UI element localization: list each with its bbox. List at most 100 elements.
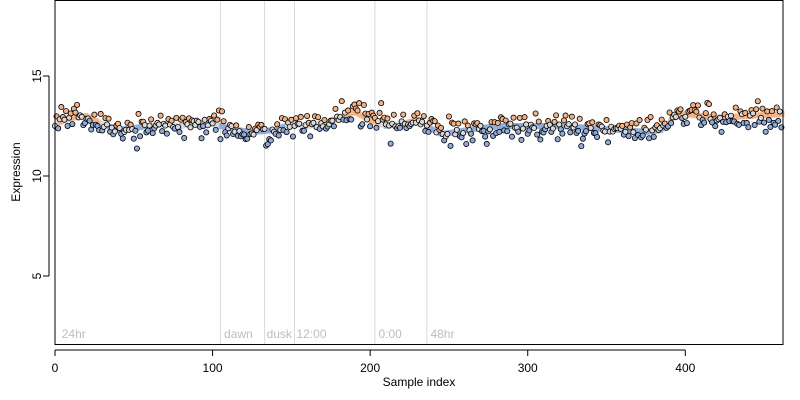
data-point [174, 124, 181, 131]
trend-mark [772, 111, 776, 118]
trend-mark [137, 124, 141, 131]
data-point [321, 116, 328, 123]
trend-mark [97, 119, 101, 126]
trend-mark [554, 123, 558, 129]
trend-mark [182, 122, 186, 129]
data-point [455, 120, 462, 127]
trend-mark [133, 124, 137, 131]
trend-mark [241, 127, 245, 134]
trend-mark [680, 112, 684, 118]
trend-mark [761, 112, 765, 119]
phase-lines [219, 0, 428, 344]
trend-mark [701, 113, 705, 120]
data-point [768, 108, 775, 115]
trend-mark [121, 126, 125, 133]
data-point [104, 121, 111, 128]
trend-mark [351, 109, 355, 116]
data-point [639, 132, 646, 139]
trend-mark [605, 126, 609, 132]
data-point [594, 133, 601, 140]
data-point [718, 128, 725, 135]
data-point [157, 112, 164, 119]
trend-mark [560, 123, 564, 130]
data-point [67, 110, 74, 117]
y-tick-label: 10 [30, 169, 44, 183]
trend-mark [757, 112, 761, 119]
trend-mark [223, 124, 227, 131]
data-point [310, 119, 317, 126]
data-point [772, 121, 779, 128]
trend-mark [734, 113, 738, 120]
trend-mark [430, 125, 434, 132]
y-axis-label: Expression [9, 142, 23, 201]
data-point [217, 136, 224, 143]
data-point [187, 124, 194, 131]
trend-mark [576, 124, 580, 131]
data-point [658, 116, 665, 123]
data-point [753, 106, 760, 113]
data-point [630, 129, 637, 136]
trend-mark [639, 128, 643, 135]
trend-mark [586, 124, 590, 131]
data-point [650, 133, 657, 140]
phase-label: 0:00 [378, 327, 402, 341]
trend-mark [627, 127, 631, 134]
data-point [483, 140, 490, 147]
trend-mark [346, 111, 350, 118]
data-point [693, 108, 700, 115]
data-point [486, 126, 493, 133]
data-point [387, 140, 394, 147]
data-point [742, 109, 749, 116]
data-point [376, 109, 383, 116]
data-points [52, 98, 785, 152]
data-point [565, 121, 572, 128]
data-point [702, 110, 709, 117]
trend-mark [373, 118, 377, 125]
trend-mark [762, 112, 766, 119]
trend-mark [437, 130, 441, 137]
data-point [776, 108, 783, 115]
trend-mark [217, 122, 221, 129]
data-point [587, 124, 594, 131]
trend-mark [562, 123, 566, 130]
data-point [116, 125, 123, 132]
phase-label: 24hr [62, 327, 86, 341]
data-point [508, 133, 515, 140]
trend-mark [582, 124, 586, 131]
data-point [359, 121, 366, 128]
data-point [244, 135, 251, 142]
data-point [198, 135, 205, 142]
trend-mark [737, 113, 741, 120]
trend-mark [535, 123, 539, 129]
trend-mark [518, 123, 522, 129]
trend-mark [767, 111, 771, 118]
trend-mark [275, 126, 279, 133]
trend-mark [705, 113, 709, 120]
data-point [554, 136, 561, 143]
trend-mark [483, 124, 487, 131]
trend-mark [593, 125, 597, 132]
trend-mark [94, 117, 98, 124]
data-point [289, 133, 296, 140]
data-point [750, 110, 757, 117]
data-point [245, 124, 252, 131]
trend-mark [493, 123, 497, 130]
data-point [233, 122, 240, 129]
data-point [130, 135, 137, 142]
phase-labels: 24hr dawn dusk 12:00 0:00 48hr [62, 327, 455, 341]
trend-mark [307, 122, 311, 129]
trend-mark [190, 121, 194, 128]
trend-mark [499, 123, 503, 130]
data-point [482, 133, 489, 140]
data-point [625, 133, 632, 140]
data-point [283, 129, 290, 136]
data-point [63, 108, 70, 115]
data-point [532, 110, 539, 117]
data-point [345, 107, 352, 114]
phase-label: dawn [224, 327, 253, 341]
trend-mark [704, 113, 708, 120]
trend-mark [348, 110, 352, 117]
data-point [762, 128, 769, 135]
trend-mark [341, 113, 345, 120]
